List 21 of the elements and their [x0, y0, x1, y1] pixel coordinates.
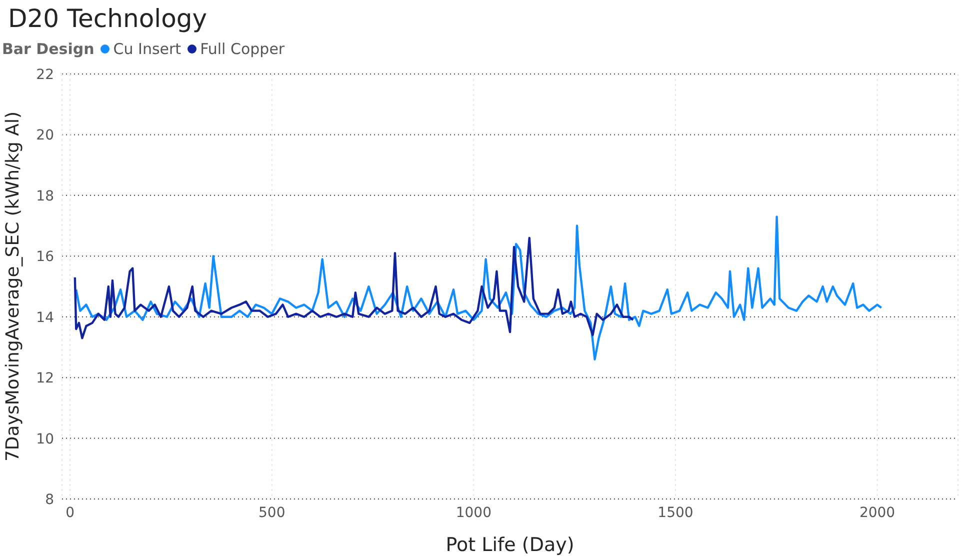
legend-label: Full Copper	[200, 40, 285, 58]
x-tick-label: 0	[66, 504, 75, 521]
y-axis-title: 7DaysMovingAverage_SEC (kWh/kg Al)	[2, 111, 24, 462]
chart-title: D20 Technology	[7, 3, 208, 35]
legend-title: Bar Design	[2, 40, 94, 58]
legend-label: Cu Insert	[113, 40, 182, 58]
y-tick-label: 8	[45, 492, 54, 508]
y-tick-label: 12	[36, 370, 54, 387]
x-tick-label: 2000	[859, 504, 896, 521]
x-tick-label: 1500	[658, 504, 694, 521]
y-tick-label: 18	[36, 188, 54, 204]
x-axis-title: Pot Life (Day)	[446, 534, 574, 556]
x-tick-label: 500	[258, 504, 286, 521]
y-tick-label: 16	[36, 249, 54, 266]
y-tick-label: 14	[36, 310, 54, 326]
y-tick-label: 20	[36, 128, 54, 144]
y-tick-label: 22	[36, 66, 54, 83]
x-tick-label: 1000	[456, 504, 492, 521]
line-series	[75, 216, 882, 360]
y-tick-label: 10	[36, 431, 54, 448]
line-series	[74, 236, 634, 340]
